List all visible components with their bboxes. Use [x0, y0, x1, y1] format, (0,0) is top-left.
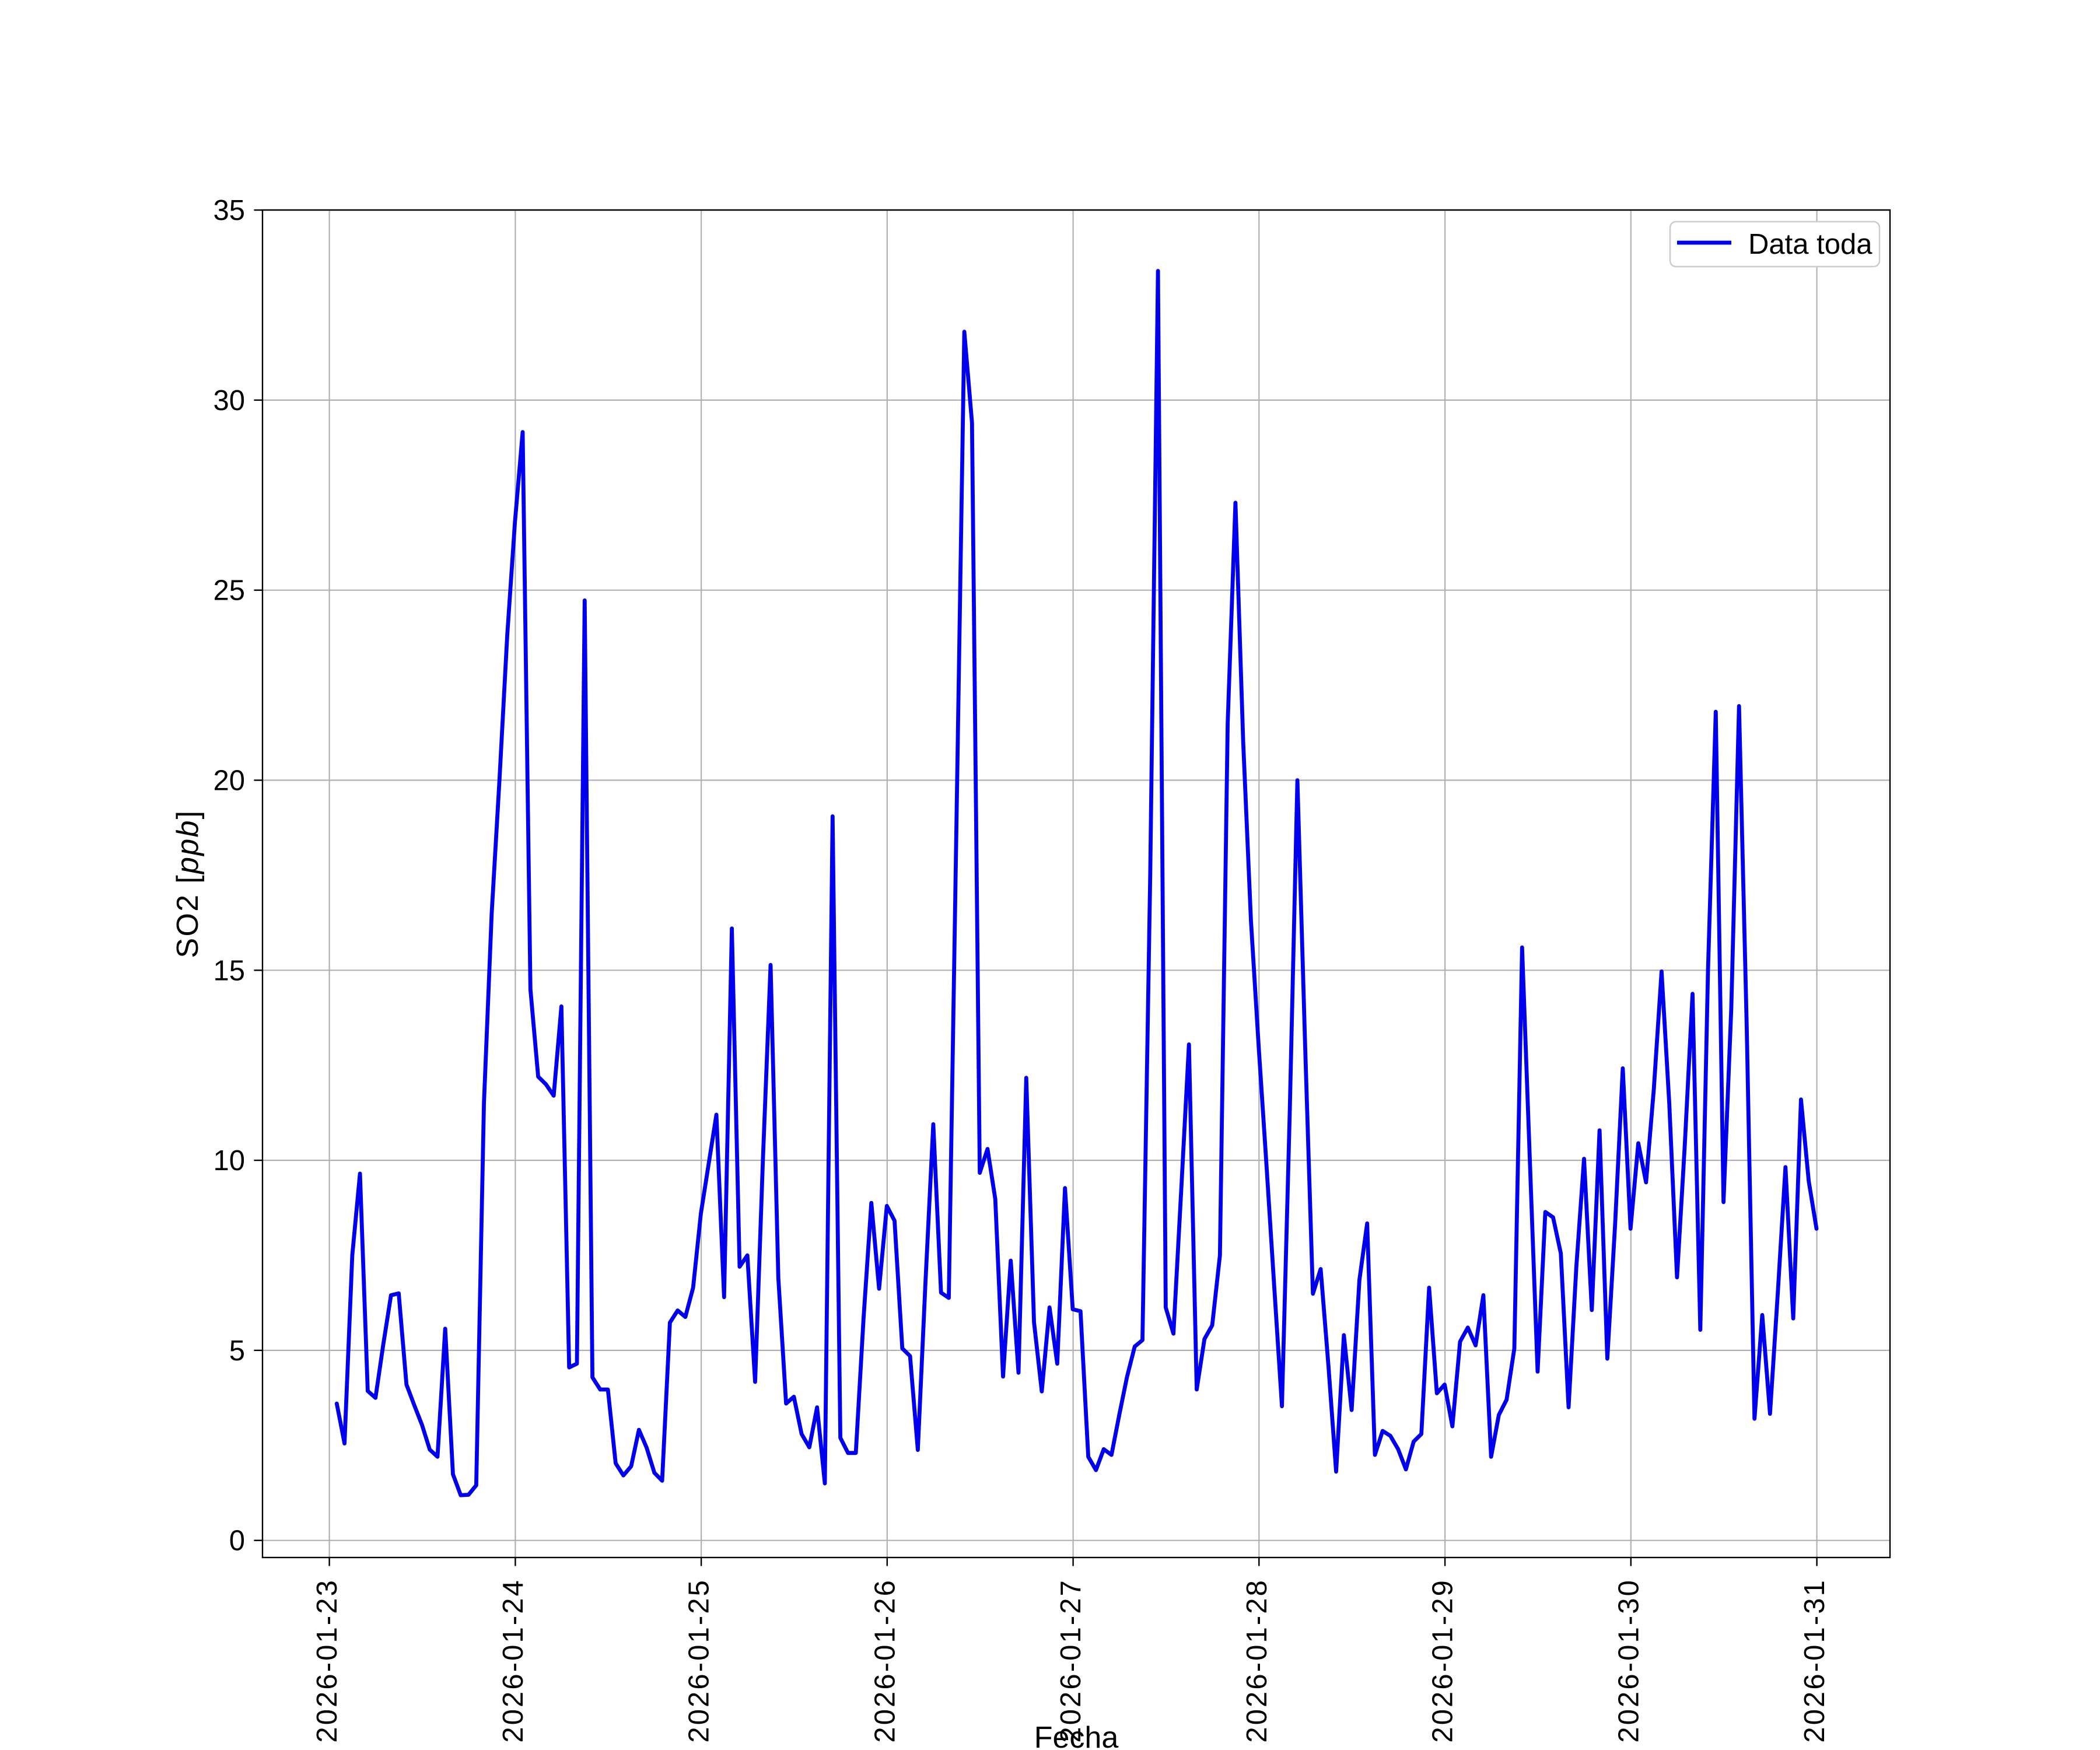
svg-text:2026-01-25: 2026-01-25 [684, 1578, 715, 1743]
svg-text:20: 20 [213, 765, 245, 797]
svg-text:Data toda: Data toda [1748, 229, 1873, 260]
svg-text:2026-01-30: 2026-01-30 [1613, 1578, 1644, 1743]
svg-text:5: 5 [229, 1335, 245, 1367]
svg-text:Fecha: Fecha [1034, 1721, 1119, 1750]
svg-text:2026-01-28: 2026-01-28 [1241, 1578, 1273, 1743]
svg-text:2026-01-24: 2026-01-24 [498, 1578, 529, 1743]
svg-text:30: 30 [213, 385, 245, 416]
svg-text:15: 15 [213, 955, 245, 986]
svg-text:2026-01-29: 2026-01-29 [1427, 1578, 1459, 1743]
svg-text:2026-01-31: 2026-01-31 [1799, 1578, 1831, 1743]
svg-text:2026-01-26: 2026-01-26 [869, 1578, 901, 1743]
svg-text:0: 0 [229, 1525, 245, 1557]
svg-text:25: 25 [213, 575, 245, 607]
svg-text:10: 10 [213, 1145, 245, 1177]
svg-text:2026-01-23: 2026-01-23 [312, 1578, 343, 1743]
svg-text:SO2 [ppb]: SO2 [ppb] [171, 810, 205, 958]
svg-text:35: 35 [213, 195, 245, 226]
svg-text:2026-01-27: 2026-01-27 [1055, 1578, 1087, 1743]
